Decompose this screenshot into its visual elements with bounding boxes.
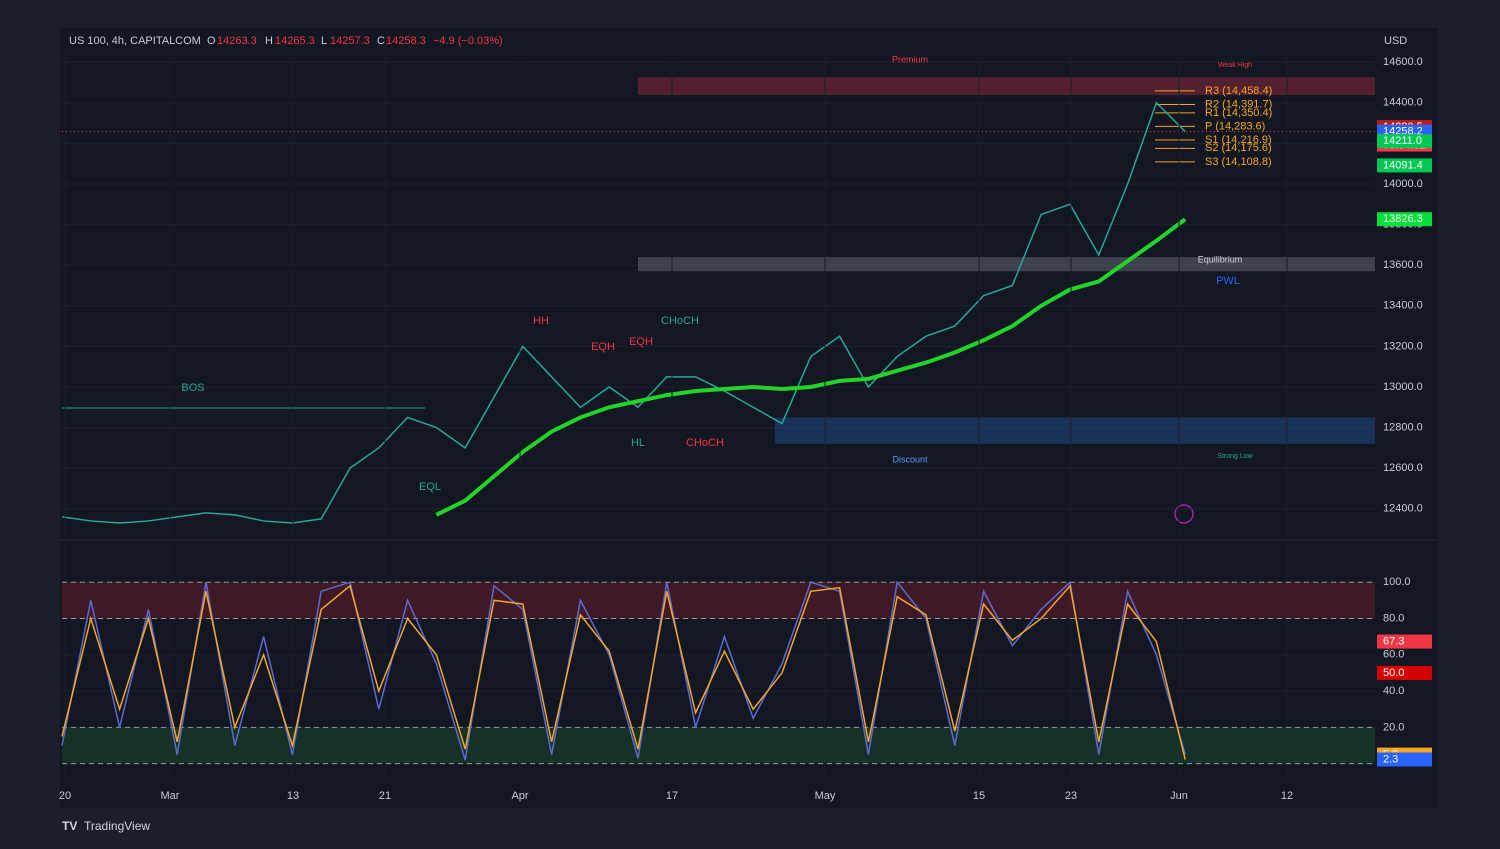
price-tag <box>1377 158 1432 173</box>
x-tick-label: 17 <box>666 790 678 802</box>
oversold-zone <box>62 727 1375 764</box>
price-tag <box>1377 665 1432 680</box>
y-tick-label: 13600.0 <box>1383 259 1423 271</box>
annotation: EQL <box>419 481 441 493</box>
alert-icon[interactable] <box>1174 504 1194 524</box>
annotation: CHoCH <box>686 437 724 449</box>
x-tick-label: 15 <box>973 790 985 802</box>
currency: USD <box>1384 35 1407 47</box>
y-tick-label: 14600.0 <box>1383 56 1423 68</box>
o-label: O <box>207 35 216 47</box>
y-tick-label: 13000.0 <box>1383 381 1423 393</box>
y-tick-label: 40.0 <box>1383 685 1404 697</box>
price-tag-label: 14091.4 <box>1383 159 1423 171</box>
zone-label: Equilibrium <box>1198 254 1243 264</box>
pivot-label: S3 (14,108.8) <box>1205 156 1272 168</box>
series-line <box>61 584 1186 760</box>
annotation: Strong Low <box>1217 453 1253 460</box>
h-label: H <box>265 35 273 47</box>
y-tick-label: 20.0 <box>1383 721 1404 733</box>
price-tag-label: 67.3 <box>1383 635 1404 647</box>
pivot-label: R3 (14,458.4) <box>1205 85 1272 97</box>
pivot-label: S1 (14,216.9) <box>1205 134 1272 146</box>
x-tick-label: 13 <box>287 790 299 802</box>
pivot-label: P (14,283.6) <box>1205 120 1265 132</box>
high: 14265.3 <box>275 35 315 47</box>
zone <box>638 257 1375 272</box>
pivot-label: S2 (14,175.6) <box>1205 142 1272 154</box>
y-tick-label: 60.0 <box>1383 649 1404 661</box>
y-tick-label: 14400.0 <box>1383 97 1423 109</box>
low: 14257.3 <box>330 35 370 47</box>
price-tag-label: 2.3 <box>1383 753 1398 765</box>
brand-logo: TV <box>62 819 77 833</box>
annotation: EQH <box>629 336 653 348</box>
price-tag-label: 14211.0 <box>1383 135 1422 147</box>
price-tag-label: 50.0 <box>1383 667 1404 679</box>
y-tick-label: 13200.0 <box>1383 340 1423 352</box>
overbought-zone <box>62 582 1375 619</box>
annotation: CHoCH <box>661 315 699 327</box>
zone-label: Premium <box>892 54 928 64</box>
price-tag <box>1377 752 1432 767</box>
brand: TradingView <box>84 819 150 833</box>
pivot-label: R2 (14,391.7) <box>1205 98 1272 110</box>
chart-area <box>60 28 1438 808</box>
y-tick-label: 12800.0 <box>1383 421 1423 433</box>
price-tag <box>1377 634 1432 649</box>
y-tick-label: 14000.0 <box>1383 178 1423 190</box>
x-tick-label: 23 <box>1065 790 1077 802</box>
price-tag-label: 13826.3 <box>1383 213 1423 225</box>
annotation: HH <box>533 315 549 327</box>
x-tick-label: Jun <box>1170 790 1188 802</box>
x-tick-label: 21 <box>379 790 391 802</box>
zone-label: Discount <box>892 454 928 464</box>
open: 14263.3 <box>217 35 257 47</box>
annotation: EQH <box>591 341 615 353</box>
y-tick-label: 12600.0 <box>1383 462 1423 474</box>
price-tag <box>1377 134 1432 149</box>
y-tick-label: 12400.0 <box>1383 503 1423 515</box>
zone <box>775 417 1375 444</box>
change: −4.9 (−0.03%) <box>433 35 503 47</box>
x-tick-label: 20 <box>59 790 71 802</box>
close: 14258.3 <box>386 35 426 47</box>
y-tick-label: 13400.0 <box>1383 300 1423 312</box>
x-tick-label: 12 <box>1281 790 1293 802</box>
y-tick-label: 100.0 <box>1383 576 1411 588</box>
series-line <box>61 101 1186 524</box>
c-label: C <box>377 35 385 47</box>
symbol: US 100, 4h, CAPITALCOM <box>69 35 201 47</box>
annotation: PWL <box>1216 275 1240 287</box>
annotation: BOS <box>181 382 204 394</box>
annotation: HL <box>631 437 645 449</box>
x-tick-label: May <box>815 790 836 802</box>
annotation: Weak High <box>1218 62 1252 69</box>
x-tick-label: Apr <box>511 790 528 802</box>
x-tick-label: Mar <box>161 790 180 802</box>
l-label: L <box>321 35 327 47</box>
series-line <box>435 217 1187 517</box>
y-tick-label: 80.0 <box>1383 612 1404 624</box>
pivot-label: R1 (14,350.4) <box>1205 107 1272 119</box>
price-tag <box>1377 212 1432 227</box>
